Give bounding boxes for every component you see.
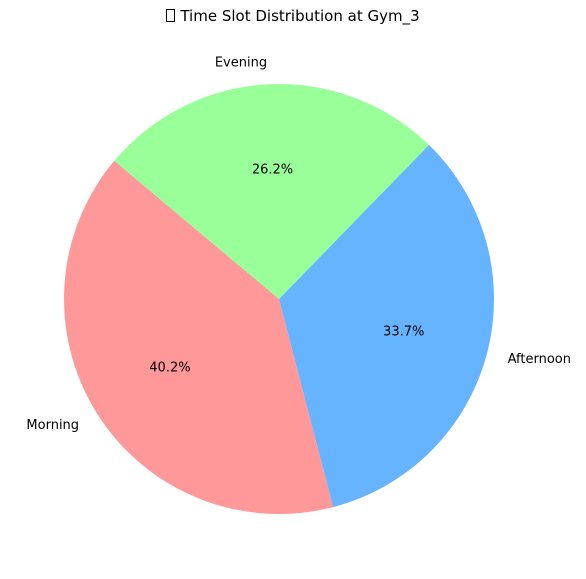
pie-percent-label-morning: 40.2%	[149, 360, 190, 375]
pie-category-label-evening: Evening	[215, 55, 267, 70]
pie-category-label-afternoon: Afternoon	[508, 352, 571, 367]
chart-title: Time Slot Distribution at Gym_3	[180, 7, 420, 25]
pie-slice-evening	[114, 83, 429, 299]
pie-slice-morning	[64, 160, 334, 514]
pie-percent-label-afternoon: 33.7%	[383, 325, 424, 340]
pie-percent-label-evening: 26.2%	[252, 163, 293, 178]
pie-slice-afternoon	[279, 144, 494, 508]
chart-title-row: Time Slot Distribution at Gym_3	[0, 7, 586, 25]
pie-category-label-morning: Morning	[26, 418, 79, 433]
missing-glyph-icon	[166, 9, 176, 22]
